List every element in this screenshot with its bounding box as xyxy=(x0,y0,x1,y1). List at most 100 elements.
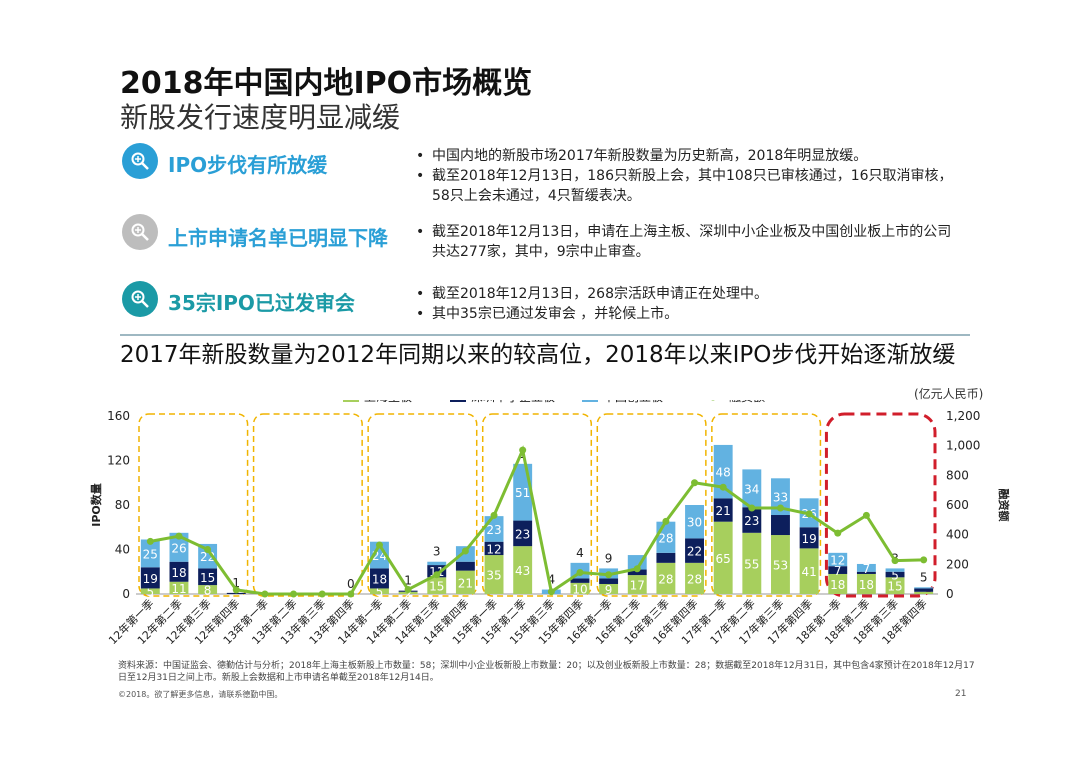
legend-label: 中国创业板 xyxy=(603,400,663,404)
financing-point xyxy=(547,588,555,596)
bar-segment xyxy=(198,543,218,569)
bar-data-label: 18 xyxy=(171,566,186,580)
year-group-box xyxy=(252,413,363,597)
bar-annotation: 5 xyxy=(920,570,928,584)
year-group-box xyxy=(481,413,593,597)
bar-segment xyxy=(856,573,876,594)
magnifier-icon xyxy=(122,281,158,317)
bullet-text: 截至2018年12月13日，186只新股上会，其中108只已审核通过，16只取消… xyxy=(414,166,954,206)
bar-data-label: 5 xyxy=(891,569,899,583)
bar-segment xyxy=(742,532,762,594)
page-subtitle: 新股发行速度明显减缓 xyxy=(120,101,401,134)
bar-segment xyxy=(828,566,848,574)
bar-segment xyxy=(427,565,447,578)
bar-data-label: 5 xyxy=(376,585,384,599)
financing-point xyxy=(748,504,756,512)
y2-tick-label: 600 xyxy=(946,498,969,512)
financing-point xyxy=(375,541,383,549)
bar-data-label: 11 xyxy=(171,582,186,596)
bar-data-label: 26 xyxy=(171,541,186,555)
bar-segment xyxy=(885,577,905,594)
bar-segment xyxy=(627,569,647,576)
callout-bullets-3: 截至2018年12月13日，268宗活跃申请正在处理中。 其中35宗已通过发审会… xyxy=(414,284,954,324)
bar-segment xyxy=(169,561,189,582)
bar-segment xyxy=(685,505,704,539)
bar-segment xyxy=(513,520,533,547)
legend-swatch xyxy=(450,400,466,402)
bar-data-label: 12 xyxy=(486,542,501,556)
bar-data-label: 28 xyxy=(687,572,702,586)
bar-data-label: 25 xyxy=(143,547,158,561)
y-tick-label: 160 xyxy=(107,409,130,423)
footnote: 资料来源：中国证监会、德勤估计与分析；2018年上海主板新股上市数量：58；深圳… xyxy=(118,661,975,683)
bar-segment xyxy=(370,568,389,589)
bar-segment xyxy=(599,583,619,594)
bar-data-label: 30 xyxy=(687,516,702,530)
bar-data-label: 21 xyxy=(458,576,473,590)
bar-data-label: 19 xyxy=(801,532,816,546)
section-divider xyxy=(120,334,970,336)
bar-data-label: 65 xyxy=(716,552,731,566)
bar-segment xyxy=(771,515,790,536)
bar-data-label: 7 xyxy=(863,562,871,576)
bar-segment xyxy=(885,568,905,572)
bar-data-label: 53 xyxy=(773,559,788,573)
legend-label: 融资额 xyxy=(729,400,765,404)
ipo-chart: 上海主板深圳中小企业板中国创业板融资额040801201600200400600… xyxy=(89,400,1011,647)
bar-segment xyxy=(140,567,160,589)
bar-annotation: 0 xyxy=(347,577,355,591)
financing-point xyxy=(834,529,842,537)
financing-line xyxy=(150,445,924,596)
magnifier-icon xyxy=(122,214,158,250)
y-tick-label: 80 xyxy=(115,498,130,512)
bar-segment xyxy=(599,578,619,584)
y-tick-label: 120 xyxy=(107,454,130,468)
callout-label-approved-ipos: 35宗IPO已过发审会 xyxy=(168,291,355,315)
bar-data-label: 15 xyxy=(887,580,902,594)
bar-annotation: 4 xyxy=(576,546,584,560)
bar-segment xyxy=(742,469,762,508)
legend-swatch xyxy=(343,400,359,402)
bullet-text: 中国内地的新股市场2017年新股数量为历史新高，2018年明显放缓。 xyxy=(414,146,954,166)
bar-annotation: 4 xyxy=(548,573,556,587)
bar-data-label: 19 xyxy=(143,572,158,586)
legend-swatch xyxy=(582,400,598,402)
y2-tick-label: 400 xyxy=(946,528,969,542)
bar-segment xyxy=(799,548,819,594)
legend-label: 上海主板 xyxy=(364,400,412,404)
bar-data-label: 17 xyxy=(630,579,645,593)
financing-point xyxy=(404,586,412,594)
y-tick-label: 0 xyxy=(122,587,130,601)
bar-segment xyxy=(856,571,876,574)
bar-segment xyxy=(627,575,647,594)
bar-segment xyxy=(914,587,934,589)
bar-segment xyxy=(484,541,504,556)
callout-label-application-list: 上市申请名单已明显下降 xyxy=(168,226,388,250)
bar-data-label: 51 xyxy=(515,486,530,500)
y2-tick-label: 1,200 xyxy=(946,409,980,423)
year-group-box xyxy=(596,413,707,597)
bar-segment xyxy=(771,478,790,516)
bar-annotation: 1 xyxy=(232,576,240,590)
bar-data-label: 34 xyxy=(744,482,759,496)
financing-point xyxy=(862,511,870,519)
financing-point xyxy=(805,510,813,518)
bar-segment xyxy=(484,555,504,594)
bar-data-label: 48 xyxy=(716,466,731,480)
bar-segment xyxy=(226,592,246,594)
financing-point xyxy=(519,446,527,454)
callout-bullets-2: 截至2018年12月13日，申请在上海主板、深圳中小企业板及中国创业板上市的公司… xyxy=(414,222,954,262)
bar-segment xyxy=(685,562,704,594)
bullet-text: 其中35宗已通过发审会 ，并轮候上市。 xyxy=(414,304,954,324)
bar-segment xyxy=(370,588,389,594)
bar-data-label: 9 xyxy=(605,583,613,597)
bar-segment xyxy=(198,568,218,586)
bar-data-label: 41 xyxy=(801,565,816,579)
copyright: ©2018。欲了解更多信息，请联系德勤中国。 xyxy=(118,690,283,699)
bar-data-label: 18 xyxy=(372,572,387,586)
page-number: 21 xyxy=(955,689,967,699)
financing-point xyxy=(318,590,326,598)
year-group-box xyxy=(711,413,822,597)
bar-data-label: 8 xyxy=(204,584,212,598)
unit-label: (亿元人民币) xyxy=(914,387,984,401)
